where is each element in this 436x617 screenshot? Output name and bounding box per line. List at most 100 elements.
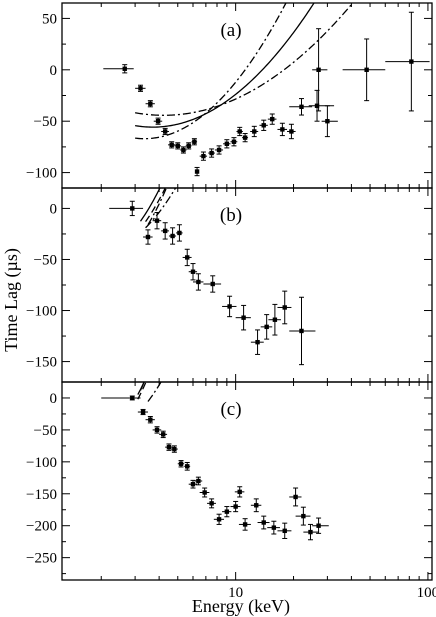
data-point (137, 408, 148, 416)
data-point (267, 520, 280, 535)
data-marker (130, 206, 135, 211)
data-marker (282, 528, 287, 534)
data-point (203, 275, 222, 293)
data-marker (316, 67, 321, 73)
data-point (168, 227, 177, 245)
y-axis-title: Time Lag (µs) (1, 248, 22, 352)
data-point (152, 426, 162, 434)
data-marker (271, 525, 277, 530)
data-point (287, 123, 296, 140)
data-point (188, 263, 198, 281)
data-marker (194, 169, 200, 174)
fit-curve-solid (137, 382, 145, 395)
data-point (191, 138, 198, 146)
data-marker (364, 67, 369, 73)
x-axis-title: Energy (keV) (192, 596, 290, 617)
y-tick-label: −150 (26, 487, 57, 503)
data-point (223, 139, 231, 149)
data-marker (233, 504, 238, 509)
data-marker (148, 417, 153, 422)
fit-curve-dashdot (147, 188, 168, 226)
data-point (174, 142, 182, 150)
data-marker (166, 444, 172, 450)
data-point (222, 506, 232, 518)
y-tick-label: −100 (26, 455, 57, 471)
data-marker (162, 228, 168, 234)
data-point (268, 303, 281, 336)
data-marker (185, 464, 190, 469)
y-tick-label: 50 (42, 11, 57, 27)
data-point (176, 224, 183, 242)
data-marker (272, 317, 278, 322)
data-point (250, 125, 259, 138)
data-marker (161, 432, 166, 437)
data-point (260, 314, 273, 340)
data-point (277, 122, 288, 137)
data-marker (308, 529, 313, 535)
y-tick-label: −200 (26, 519, 57, 535)
data-point (230, 500, 241, 513)
data-point (177, 460, 185, 468)
data-marker (178, 461, 184, 466)
data-marker (175, 143, 180, 149)
data-point (109, 200, 144, 217)
panel-frame (61, 2, 433, 189)
data-marker (316, 523, 321, 528)
data-marker (299, 104, 304, 110)
data-point (168, 141, 176, 149)
data-marker (155, 118, 161, 124)
panel-3: 0 −50 −100 −150 −200 −250 (c) (26, 381, 433, 581)
data-marker (140, 409, 146, 415)
data-point (259, 119, 268, 131)
data-marker (172, 446, 177, 452)
y-tick-label: −100 (26, 166, 57, 182)
data-point (180, 146, 187, 154)
data-marker (289, 129, 294, 134)
data-point (159, 430, 168, 439)
data-point (101, 395, 141, 401)
data-point (152, 212, 162, 230)
data-marker (190, 481, 196, 487)
panel-2: 0 −50 −100 −150 (b) (26, 187, 433, 383)
fit-curve-dashdot (135, 3, 287, 140)
data-marker (237, 129, 242, 134)
data-marker (252, 129, 257, 134)
fit-curve-solid (135, 3, 315, 128)
data-point (153, 117, 163, 125)
data-point (222, 295, 237, 318)
data-marker (293, 494, 298, 500)
data-marker (148, 101, 153, 106)
data-point (199, 151, 208, 161)
data-point (277, 522, 292, 539)
data-marker (169, 142, 174, 148)
data-marker (237, 489, 242, 495)
data-marker (177, 230, 182, 236)
data-marker (282, 305, 287, 310)
data-marker (325, 118, 330, 124)
data-point (235, 304, 251, 331)
data-point (342, 38, 386, 102)
data-marker (209, 501, 214, 506)
y-tick-label: −100 (26, 304, 57, 320)
data-point (312, 517, 329, 534)
data-marker (170, 233, 175, 239)
data-marker (301, 513, 306, 519)
data-point (208, 148, 215, 158)
data-point (184, 461, 191, 471)
data-point (192, 273, 204, 291)
data-point (242, 133, 249, 143)
data-marker (314, 103, 320, 108)
y-tick-label: −250 (26, 551, 57, 567)
data-marker (216, 517, 222, 522)
data-marker (242, 135, 248, 140)
data-marker (192, 139, 197, 144)
data-point (295, 506, 311, 526)
data-point (289, 98, 313, 116)
y-tick-label: 0 (50, 63, 58, 79)
data-point (135, 84, 146, 92)
data-marker (227, 304, 232, 309)
data-point (238, 518, 251, 531)
data-point (145, 415, 155, 424)
data-point (230, 137, 238, 147)
fit-curves (109, 188, 316, 366)
